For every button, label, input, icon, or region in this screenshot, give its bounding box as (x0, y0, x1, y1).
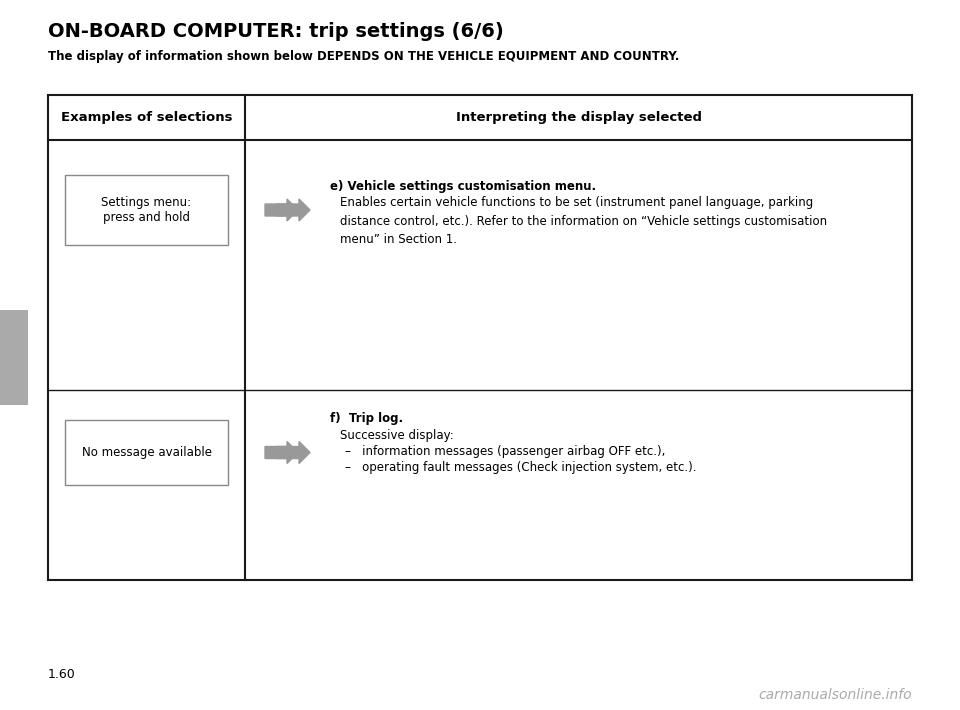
Text: 1.60: 1.60 (48, 668, 76, 681)
Text: Successive display:: Successive display: (340, 429, 454, 442)
Text: carmanualsonline.info: carmanualsonline.info (758, 688, 912, 702)
Text: Examples of selections: Examples of selections (60, 111, 232, 124)
Text: No message available: No message available (82, 446, 211, 459)
Text: Interpreting the display selected: Interpreting the display selected (455, 111, 702, 124)
Polygon shape (265, 442, 298, 464)
Polygon shape (277, 442, 310, 464)
Text: Settings menu:
press and hold: Settings menu: press and hold (102, 196, 192, 224)
Bar (65, 175, 228, 245)
Text: –   operating fault messages (Check injection system, etc.).: – operating fault messages (Check inject… (345, 461, 697, 474)
Polygon shape (277, 199, 310, 221)
Polygon shape (265, 199, 298, 221)
Text: Enables certain vehicle functions to be set (instrument panel language, parking
: Enables certain vehicle functions to be … (340, 196, 828, 246)
Text: f)  Trip log.: f) Trip log. (330, 412, 403, 425)
Text: –   information messages (passenger airbag OFF etc.),: – information messages (passenger airbag… (345, 445, 665, 458)
Bar (48, 95, 912, 580)
Text: The display of information shown below DEPENDS ON THE VEHICLE EQUIPMENT AND COUN: The display of information shown below D… (48, 50, 680, 63)
Text: ON-BOARD COMPUTER: trip settings (6/6): ON-BOARD COMPUTER: trip settings (6/6) (48, 22, 504, 41)
Text: e) Vehicle settings customisation menu.: e) Vehicle settings customisation menu. (330, 180, 596, 193)
Bar (65, 420, 228, 485)
Bar (0, 310, 28, 405)
